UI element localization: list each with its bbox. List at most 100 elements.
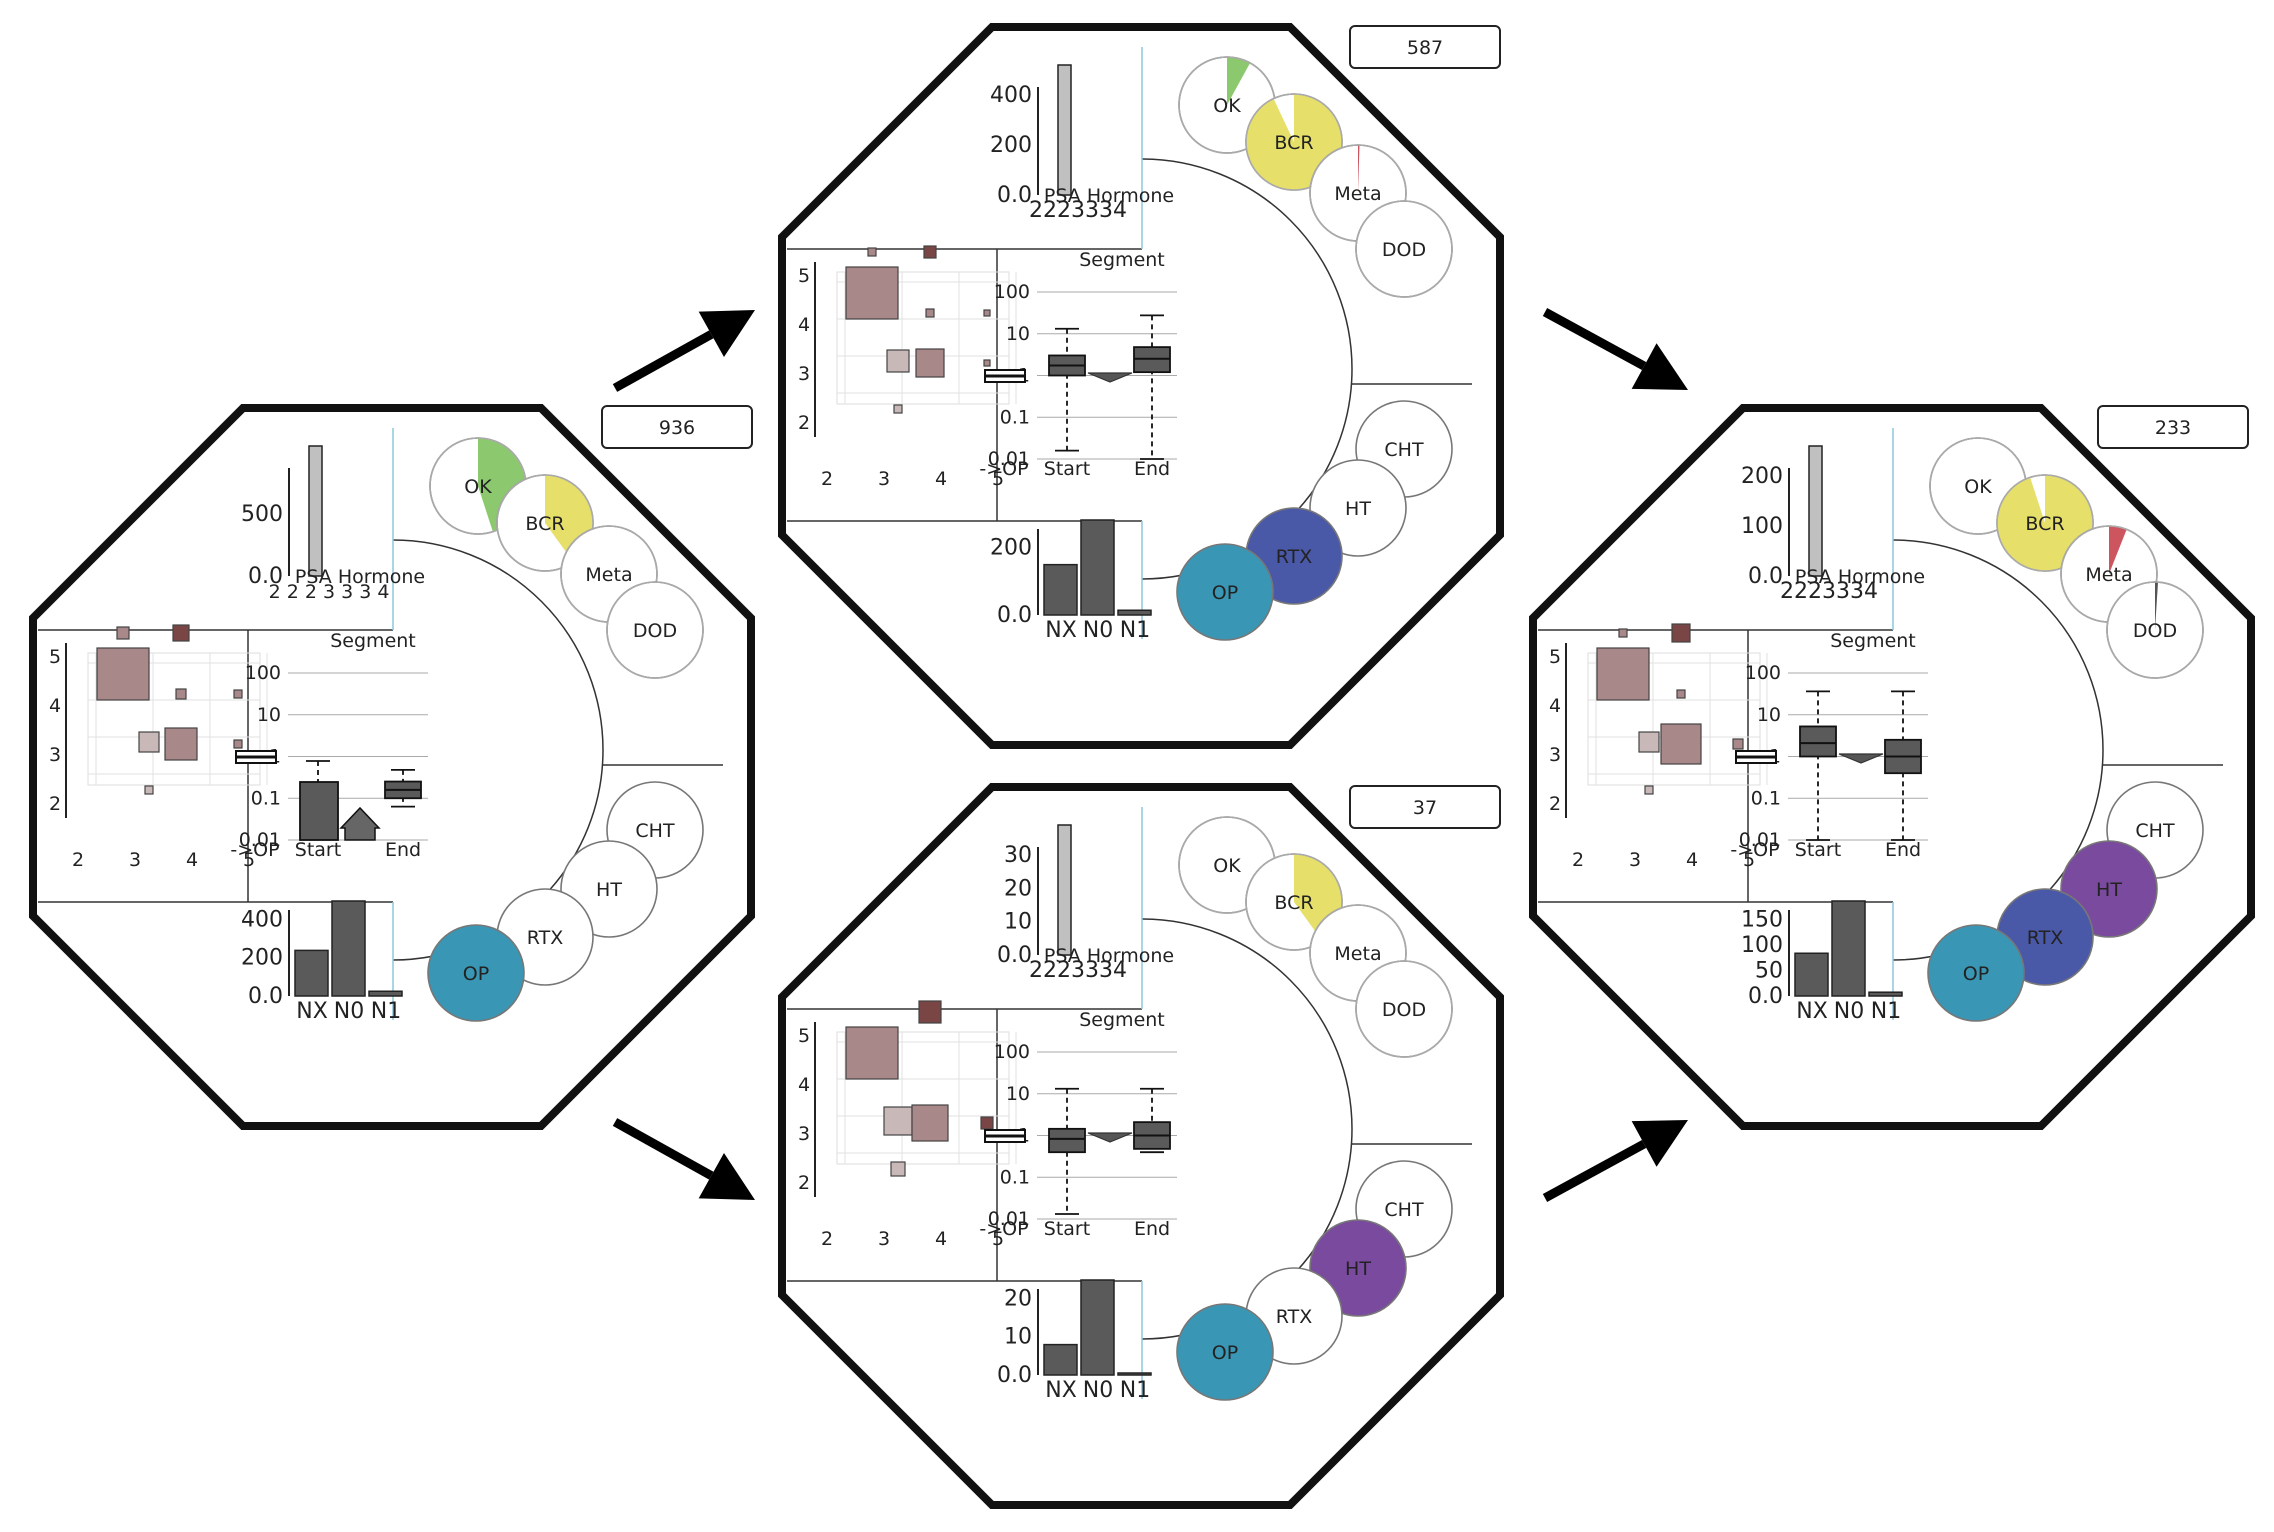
bcr-label: BCR	[525, 513, 564, 535]
segment-label: Segment	[1079, 1009, 1165, 1031]
heatmap-x-tick: 3	[129, 849, 141, 871]
heatmap-y-tick: 2	[1549, 793, 1561, 815]
node-label: N0	[1834, 999, 1864, 1024]
meta-pie-slice	[1358, 145, 1360, 193]
op-disc	[427, 924, 525, 1022]
segment-label: Segment	[330, 630, 416, 652]
ok-label: OK	[1213, 855, 1241, 877]
heatmap-cell	[96, 647, 150, 701]
heatmap-x-tick: 3	[878, 1228, 890, 1250]
psa-tick-label: 10	[1006, 323, 1030, 345]
ok-label: OK	[1213, 95, 1241, 117]
op-circle: OP	[1176, 1303, 1274, 1401]
start-box	[299, 781, 339, 841]
heatmap-cell	[233, 689, 243, 699]
age-bar	[1057, 824, 1072, 956]
op-circle: OP	[1927, 924, 2025, 1022]
psa-tick-label: 0.01	[988, 448, 1030, 470]
end-label: End	[1885, 839, 1921, 861]
start-label: Start	[1795, 839, 1841, 861]
to-op-label: ->OP	[1730, 839, 1779, 861]
dod-circle: DOD	[1355, 960, 1453, 1058]
heatmap-cell	[1732, 738, 1744, 750]
heatmap-y-tick: 3	[798, 1123, 810, 1145]
meta-label: Meta	[2085, 564, 2132, 586]
op-circle: OP	[1176, 543, 1274, 641]
heatmap-cell	[233, 739, 243, 749]
end-label: End	[1134, 458, 1170, 480]
heatmap-cell	[845, 266, 899, 320]
op-disc	[1176, 543, 1274, 641]
node-bar	[1043, 563, 1078, 616]
node-tick-label: 150	[1741, 907, 1783, 932]
heatmap-y-tick: 2	[798, 1172, 810, 1194]
count-box-bottom: 37	[1349, 785, 1501, 829]
age-x-label: 2223334	[1029, 198, 1127, 223]
node-bar	[1080, 1279, 1115, 1376]
psa-tick-label: 10	[257, 704, 281, 726]
node-label: NX	[1045, 618, 1077, 643]
heatmap-frame	[836, 271, 1010, 405]
psa-tick-label: 10	[1757, 704, 1781, 726]
node-tick-label: 0.0	[248, 984, 283, 1009]
count-box-left: 936	[601, 405, 753, 449]
start-label: Start	[1044, 1218, 1090, 1240]
node-label: N0	[334, 999, 364, 1024]
heatmap-x-tick: 5	[243, 849, 255, 871]
age-tick-label: 0.0	[997, 943, 1032, 968]
dod-circle: DOD	[2106, 581, 2204, 679]
node-tick-label: 10	[1004, 1325, 1032, 1350]
heatmap-cell	[172, 624, 190, 642]
age-tick-label: 30	[1004, 843, 1032, 868]
heatmap-y-tick: 2	[798, 412, 810, 434]
op-disc	[1176, 1303, 1274, 1401]
bcr-outline	[496, 474, 594, 572]
age-x-label: 2223334	[1780, 579, 1878, 604]
ht-label: HT	[2096, 879, 2122, 901]
heatmap-x-tick: 4	[935, 468, 947, 490]
arrow-bottom-to-right-shaft	[1542, 1139, 1647, 1202]
op-label: OP	[1963, 963, 1989, 985]
node-histogram: 200 0.0 NX N0 N1	[990, 519, 1152, 643]
heatmap-x-tick: 4	[186, 849, 198, 871]
dod-outline	[1355, 960, 1453, 1058]
heatmap-cell	[925, 308, 935, 318]
age-x-label: 2 2 2 3 3 3 4	[269, 581, 390, 603]
age-tick-label: 400	[990, 83, 1032, 108]
age-histogram: 500 0.02 2 2 3 3 3 4	[241, 445, 390, 603]
node-bar	[331, 900, 366, 997]
heatmap-frame	[836, 1031, 1010, 1165]
dod-circle: DOD	[1355, 200, 1453, 298]
start-box	[1799, 725, 1837, 758]
heatmap-cell	[845, 1026, 899, 1080]
age-bar	[1808, 445, 1823, 577]
bcr-outline	[1245, 853, 1343, 951]
age-tick-label: 10	[1004, 910, 1032, 935]
count-value: 936	[659, 417, 695, 439]
age-x-label: 2223334	[1029, 958, 1127, 983]
heatmap: 5 4 3 2 2 3 4 5	[798, 1000, 1017, 1250]
age-tick-label: 0.0	[248, 564, 283, 589]
end-label: End	[385, 839, 421, 861]
rtx-label: RTX	[2027, 927, 2063, 949]
dod-outline	[2106, 581, 2204, 679]
psa-tick-label: 0.1	[1000, 406, 1030, 428]
node-bar	[1794, 952, 1829, 997]
change-arrow	[339, 806, 381, 841]
bcr-outline	[1996, 474, 2094, 572]
node-tick-label: 100	[1741, 933, 1783, 958]
arrow-left-to-bottom-head	[698, 1152, 755, 1200]
heatmap-cell	[867, 247, 877, 257]
arrow-left-to-top-head	[698, 310, 755, 358]
heatmap-cell	[883, 1106, 913, 1136]
node-bar	[1117, 1372, 1152, 1376]
node-bar	[1080, 519, 1115, 616]
dod-label: DOD	[2133, 620, 2177, 642]
heatmap-cell	[911, 1104, 949, 1142]
heatmap-cell	[164, 727, 198, 761]
heatmap: 5 4 3 2 2 3 4 5	[798, 245, 1017, 490]
